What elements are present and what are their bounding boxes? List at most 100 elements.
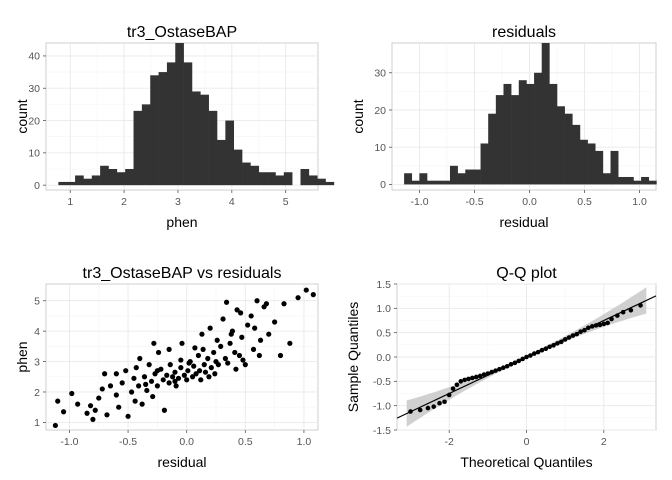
scatter-point	[92, 407, 98, 413]
histogram-bar	[602, 173, 611, 185]
histogram-bar	[503, 83, 512, 185]
scatter-point	[211, 349, 217, 356]
histogram-bar	[125, 169, 134, 186]
qq-point	[566, 335, 572, 340]
scatter-point	[96, 395, 102, 401]
y-tick-label: 40	[28, 51, 40, 63]
qq-point	[638, 303, 643, 308]
x-axis-label: residual	[157, 454, 206, 470]
y-tick-label: 3	[34, 356, 40, 368]
qq-point	[442, 399, 447, 405]
histogram-bar	[58, 181, 68, 186]
scatter-point	[102, 371, 108, 377]
x-tick-label: 0.0	[522, 196, 537, 208]
histogram-bar	[442, 180, 451, 185]
scatter-point	[310, 292, 316, 298]
qq-point	[462, 377, 467, 383]
qq-point	[524, 354, 529, 360]
scatter-point	[240, 357, 246, 363]
scatter-point	[166, 346, 172, 352]
qq-point	[628, 307, 634, 313]
x-tick-label: -0.5	[465, 196, 483, 208]
histogram-bar	[116, 172, 126, 186]
y-tick-label: 0	[380, 179, 386, 191]
qq-point	[501, 365, 506, 371]
scatter-point	[266, 331, 272, 337]
histogram-bar	[83, 178, 93, 186]
scatter-point	[144, 387, 150, 394]
histogram-bar	[308, 175, 318, 186]
x-tick-label: 1.0	[632, 196, 647, 208]
histogram-bar	[283, 172, 293, 186]
histogram-bar	[526, 83, 535, 185]
y-tick-label: 0.0	[376, 352, 391, 364]
histogram-bar	[518, 80, 527, 185]
chart-title: tr3_OstaseBAP	[127, 24, 237, 41]
scatter-point	[220, 316, 226, 322]
histogram-bar	[534, 72, 543, 185]
x-tick-label: 1.0	[297, 436, 312, 448]
y-tick-label: 20	[374, 105, 386, 117]
qq-point	[589, 324, 595, 329]
x-tick-label: 0.5	[577, 196, 592, 208]
scatter-point	[148, 378, 155, 384]
histogram-bar	[648, 180, 657, 185]
axis-ticks: -1.0 -0.5 0.0 0.5 1.0 1 2 3 4 5	[34, 296, 311, 448]
qq-point	[539, 347, 545, 353]
axis-ticks: -2 0 2 -1.5 -1.0 -0.5 0.0 0.5 1.0 1.5	[373, 279, 607, 448]
scatter-point	[238, 310, 244, 316]
qq-point	[547, 344, 552, 350]
qq-point	[516, 358, 522, 364]
qq-point	[605, 320, 610, 326]
histogram-bar	[557, 106, 565, 185]
scatter-point	[222, 355, 228, 362]
chart-title: residuals	[492, 24, 556, 41]
scatter-point	[113, 392, 119, 398]
scatter-point	[119, 380, 125, 386]
qq-point	[601, 321, 607, 327]
y-tick-label: 5	[34, 296, 40, 308]
scatter-point	[227, 340, 233, 346]
qq-point	[586, 325, 591, 331]
histogram-bar	[225, 120, 235, 186]
qq-point	[535, 349, 541, 355]
histogram-bar	[610, 150, 619, 185]
scatter-point	[99, 386, 105, 392]
scatter-point	[52, 422, 58, 429]
qq-point	[489, 369, 495, 375]
scatter-point	[202, 369, 209, 375]
y-axis-label: Sample Quantiles	[345, 302, 361, 413]
scatter-point	[125, 413, 131, 419]
scatter-point	[84, 410, 90, 416]
histogram-bar	[411, 180, 420, 185]
histogram-bar	[404, 173, 413, 185]
histogram-bar	[325, 181, 335, 186]
y-tick-label: 1.5	[376, 279, 391, 291]
qq-point	[531, 351, 537, 356]
histogram-bar	[457, 173, 466, 185]
qq-point	[470, 375, 475, 381]
scatter-point	[166, 380, 172, 386]
y-tick-label: 20	[28, 115, 40, 127]
y-tick-label: -0.5	[373, 376, 391, 388]
histogram-bar	[641, 176, 650, 185]
scatter-point	[161, 407, 168, 413]
qq-point	[450, 386, 456, 391]
qq-point	[570, 333, 576, 338]
histogram-bar	[175, 43, 184, 186]
qq-point	[609, 316, 614, 322]
x-tick-label: 5	[283, 196, 289, 208]
scatter-point	[146, 362, 152, 368]
histogram-bar	[579, 139, 588, 185]
chart-panel-2: -1.0 -0.5 0.0 0.5 1.0 0 10 20 30 residuals residua…	[350, 24, 657, 230]
scatter-point	[225, 360, 231, 366]
scatter-point	[208, 365, 214, 371]
qq-point	[551, 343, 556, 348]
histogram-bar	[100, 165, 109, 186]
qq-point	[485, 371, 491, 376]
histogram-bar	[91, 175, 101, 186]
histogram-bar	[267, 172, 276, 186]
scatter-point	[233, 366, 239, 372]
y-tick-label: -1.0	[373, 400, 391, 412]
